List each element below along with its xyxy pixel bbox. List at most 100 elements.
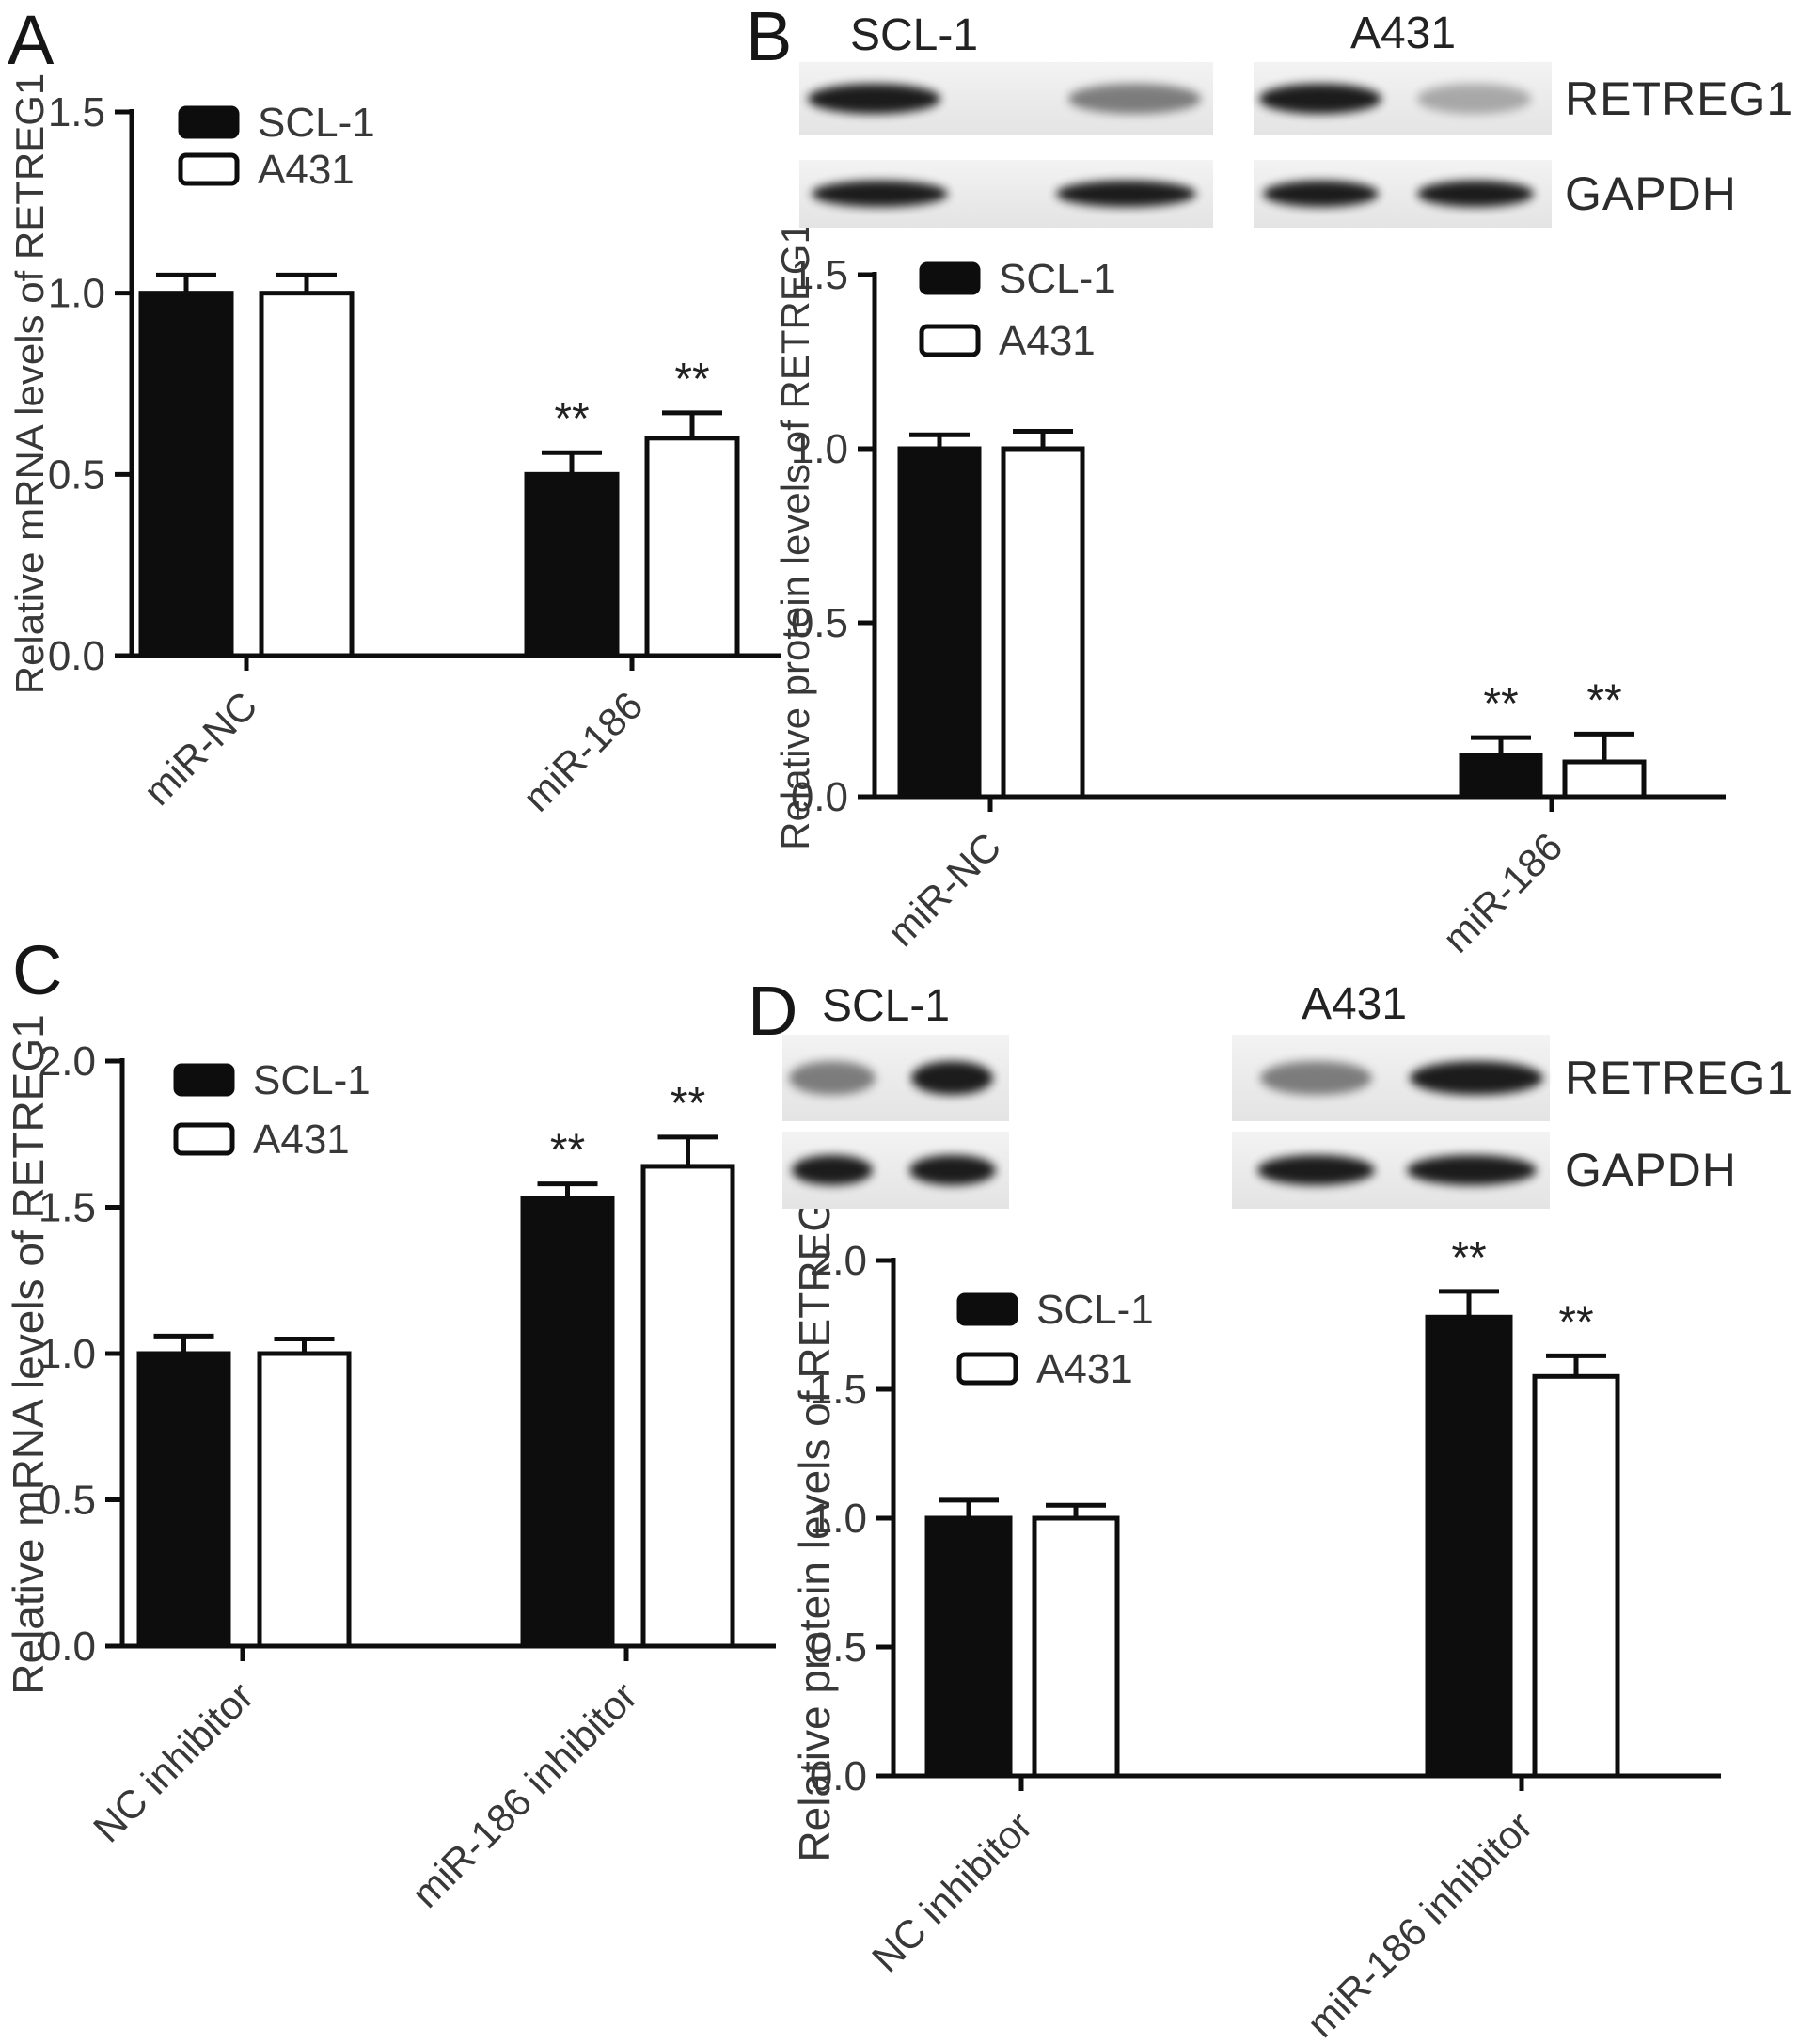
panel-b-blot-box-retreg1 — [799, 62, 1213, 135]
y-tick-label: 0.5 — [39, 1478, 96, 1524]
legend-swatch-a431 — [956, 1352, 1018, 1386]
bar-scl-1-nc-inhibitor — [136, 1351, 231, 1649]
bar-a431-mir-nc — [259, 291, 355, 658]
x-tick-label-mir-nc: miR-NC — [135, 683, 266, 814]
x-tick-label-nc-inhibitor: NC inhibitor — [85, 1673, 261, 1850]
blot-band-strong — [791, 1154, 874, 1186]
bar-scl-1-nc-inhibitor — [924, 1515, 1013, 1779]
significance-marker: ** — [550, 1126, 585, 1176]
y-tick-label: 1.0 — [810, 1496, 867, 1542]
blot-d-protein-retreg1: RETREG1 — [1565, 1052, 1794, 1104]
blot-band-strong — [807, 84, 940, 114]
bar-scl-1-mir-186 — [1459, 753, 1543, 800]
blot-b-cellline-scl1: SCL-1 — [849, 10, 979, 60]
x-tick-label-mir-186: miR-186 — [514, 683, 651, 819]
legend-swatch-scl-1 — [178, 105, 240, 139]
legend-swatch-scl-1 — [956, 1292, 1018, 1326]
y-tick-label: 0.5 — [810, 1624, 867, 1671]
x-tick-label-mir-186-inhibitor: miR-186 inhibitor — [403, 1673, 646, 1916]
legend-label-scl-1: SCL-1 — [253, 1057, 371, 1103]
panel-b-label: B — [746, 0, 793, 75]
y-tick-label: 1.5 — [39, 1185, 96, 1231]
bar-scl-1-mir-nc — [138, 291, 234, 658]
blot-band-strong — [908, 1154, 996, 1186]
blot-d-protein-gapdh: GAPDH — [1565, 1144, 1737, 1196]
y-tick-label: 1.5 — [48, 89, 105, 135]
legend-swatch-a431 — [919, 324, 981, 357]
legend-swatch-a431 — [173, 1122, 235, 1156]
blot-b-cellline-a431: A431 — [1349, 8, 1457, 58]
legend-label-scl-1: SCL-1 — [1036, 1287, 1154, 1333]
legend-label-scl-1: SCL-1 — [258, 100, 375, 146]
y-axis-title: Relative mRNA levels of RETREG1 — [8, 73, 52, 695]
legend-swatch-scl-1 — [173, 1063, 235, 1097]
y-axis-title: Relative protein levels of RETREG1 — [790, 1174, 839, 1862]
panel-c-label: C — [12, 931, 63, 1009]
bar-a431-mir-186-inhibitor — [640, 1164, 735, 1649]
panel-b-blot-box-gapdh — [1254, 160, 1552, 228]
panel-d-blot-box-retreg1 — [1232, 1035, 1550, 1121]
blot-band-strong — [1410, 1060, 1544, 1096]
legend-label-a431: A431 — [253, 1117, 350, 1163]
blot-band-strong — [1417, 180, 1534, 208]
legend-label-a431: A431 — [258, 147, 355, 193]
blot-band-faint — [1417, 84, 1531, 114]
blot-b-protein-gapdh: GAPDH — [1565, 167, 1737, 220]
blot-band-strong — [1259, 84, 1382, 114]
x-tick-label-nc-inhibitor: NC inhibitor — [863, 1803, 1040, 1980]
legend-label-a431: A431 — [999, 318, 1096, 364]
legend-swatch-scl-1 — [919, 261, 981, 295]
panel-d-blot-box-gapdh — [782, 1132, 1009, 1209]
panel-b-blot-box-gapdh — [799, 160, 1213, 228]
bar-a431-mir-nc — [1001, 446, 1085, 800]
legend-swatch-a431 — [178, 152, 240, 186]
blot-band-strong — [1262, 180, 1380, 208]
y-tick-label: 1.0 — [39, 1331, 96, 1377]
significance-marker: ** — [1451, 1233, 1486, 1283]
y-tick-label: 0.5 — [48, 452, 105, 498]
legend-label-a431: A431 — [1036, 1346, 1133, 1392]
bar-scl-1-mir-186-inhibitor — [1425, 1314, 1513, 1779]
x-tick-label-mir-nc: miR-NC — [879, 824, 1010, 955]
y-tick-label: 2.0 — [39, 1038, 96, 1085]
y-tick-label: 1.0 — [48, 271, 105, 317]
x-tick-label-mir-186: miR-186 — [1434, 824, 1570, 960]
significance-marker: ** — [1558, 1297, 1593, 1347]
significance-marker: ** — [1483, 679, 1518, 729]
panel-d-blot-box-gapdh — [1232, 1132, 1550, 1209]
significance-marker: ** — [554, 394, 589, 444]
y-tick-label: 0.0 — [39, 1624, 96, 1670]
y-tick-label: 0.0 — [791, 774, 848, 820]
bar-a431-nc-inhibitor — [1032, 1515, 1120, 1779]
panel-d-label: D — [748, 972, 798, 1050]
x-tick-label-mir-186-inhibitor: miR-186 inhibitor — [1299, 1803, 1541, 2044]
significance-marker: ** — [671, 1079, 705, 1129]
bar-scl-1-mir-nc — [897, 446, 982, 800]
blot-band-strong — [1406, 1154, 1538, 1186]
blot-band-weak — [789, 1060, 876, 1096]
significance-marker: ** — [1586, 675, 1621, 725]
y-tick-label: 0.5 — [791, 600, 848, 646]
y-axis-title: Relative protein levels of RETREG1 — [773, 222, 817, 850]
blot-d-cellline-scl1: SCL-1 — [821, 981, 951, 1031]
blot-band-strong — [1257, 1154, 1376, 1186]
y-tick-label: 0.0 — [810, 1753, 867, 1799]
bar-a431-mir-186 — [644, 436, 740, 658]
panel-d-blot-box-retreg1 — [782, 1035, 1009, 1121]
blot-band-strong — [812, 180, 949, 208]
blot-b-protein-retreg1: RETREG1 — [1565, 72, 1794, 125]
significance-marker: ** — [674, 355, 709, 404]
blot-d-cellline-a431: A431 — [1301, 979, 1408, 1029]
y-tick-label: 2.0 — [810, 1238, 867, 1284]
y-tick-label: 1.5 — [791, 252, 848, 298]
panel-a-label: A — [8, 1, 55, 79]
legend-label-scl-1: SCL-1 — [999, 256, 1116, 302]
blot-band-strong — [1055, 180, 1197, 208]
blot-band-weak — [1260, 1060, 1372, 1096]
y-tick-label: 1.0 — [791, 426, 848, 472]
